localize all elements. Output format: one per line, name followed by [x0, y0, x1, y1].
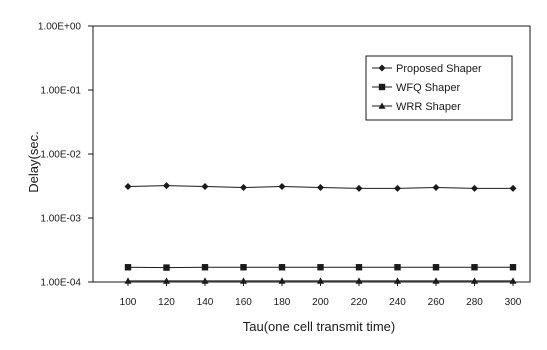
series-diamond: [124, 182, 517, 192]
legend-marker-square: [378, 83, 386, 91]
x-tick-label: 300: [505, 297, 522, 308]
x-axis-title: Tau(one cell transmit time): [243, 319, 395, 334]
data-point-diamond: [471, 184, 478, 192]
legend: Proposed Shaper WFQ Shaper WRR Shaper: [365, 55, 513, 121]
series-square: [124, 264, 517, 271]
data-point-diamond: [201, 183, 209, 191]
y-axis-ticks: 1.00E+00 1.00E-01 1.00E-02 1.00E-03 1.00E-04: [38, 22, 93, 289]
legend-marker-triangle: [378, 102, 386, 109]
legend-label: Proposed Shaper: [396, 63, 482, 75]
data-point-triangle: [432, 277, 440, 284]
legend-label: WFQ Shaper: [396, 82, 461, 94]
series-group: [124, 182, 517, 284]
y-tick-label: 1.00E-02: [40, 150, 81, 161]
legend-box: [365, 55, 513, 121]
data-point-diamond: [278, 183, 286, 191]
x-axis-ticks: 100 120 140 160 180 200 220 240 260 280 300: [120, 282, 522, 308]
data-point-square: [278, 264, 286, 271]
data-point-square: [509, 264, 517, 271]
x-tick-label: 240: [389, 297, 406, 308]
data-point-square: [317, 264, 324, 271]
data-point-diamond: [432, 183, 440, 191]
data-point-square: [240, 264, 247, 271]
data-point-diamond: [394, 184, 401, 192]
data-point-diamond: [509, 184, 517, 192]
data-point-triangle: [124, 277, 132, 284]
data-point-triangle: [163, 277, 170, 284]
x-tick-label: 260: [428, 297, 445, 308]
data-point-triangle: [278, 277, 286, 284]
y-axis-title: Delay(sec.: [26, 131, 41, 192]
legend-label: WRR Shaper: [396, 101, 461, 113]
data-point-triangle: [240, 277, 247, 284]
x-tick-label: 220: [351, 297, 368, 308]
legend-marker-diamond: [378, 64, 386, 72]
data-point-triangle: [201, 277, 209, 284]
data-point-square: [432, 264, 440, 271]
data-point-diamond: [317, 183, 324, 191]
x-tick-label: 180: [274, 297, 291, 308]
x-tick-label: 160: [235, 297, 252, 308]
data-point-square: [394, 264, 401, 271]
data-point-diamond: [163, 182, 170, 190]
data-point-diamond: [355, 184, 363, 192]
data-point-diamond: [240, 183, 247, 191]
data-point-square: [355, 264, 363, 271]
y-tick-label: 1.00E-04: [40, 278, 81, 289]
x-tick-label: 120: [158, 297, 175, 308]
data-point-triangle: [394, 277, 401, 284]
y-tick-label: 1.00E-03: [40, 214, 81, 225]
x-tick-label: 200: [312, 297, 329, 308]
data-point-square: [163, 264, 170, 271]
x-tick-label: 140: [197, 297, 214, 308]
data-point-square: [471, 264, 478, 271]
y-tick-label: 1.00E+00: [38, 22, 82, 33]
data-point-triangle: [355, 277, 363, 284]
data-point-square: [124, 264, 132, 271]
data-point-diamond: [124, 183, 132, 191]
data-point-triangle: [471, 277, 478, 284]
series-triangle: [124, 277, 517, 284]
data-point-triangle: [317, 277, 324, 284]
x-tick-label: 100: [120, 297, 137, 308]
data-point-square: [201, 264, 209, 271]
data-point-triangle: [509, 277, 517, 284]
y-tick-label: 1.00E-01: [40, 86, 81, 97]
x-tick-label: 280: [466, 297, 483, 308]
